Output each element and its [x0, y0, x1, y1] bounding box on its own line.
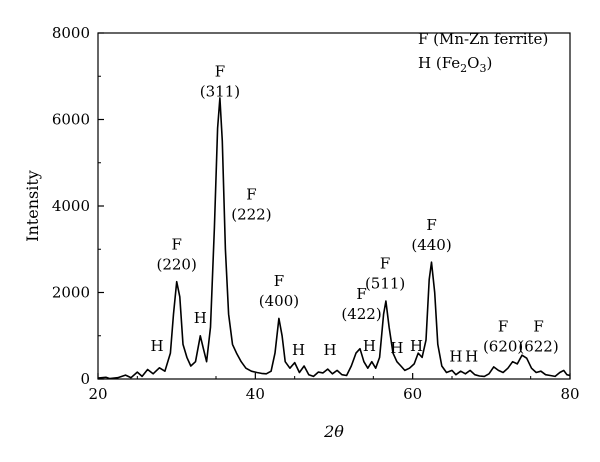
peak-label: H: [465, 348, 478, 366]
peak-annotations: HF(220)HF(311)F(222)F(400)H HF(422)HF(511…: [150, 62, 558, 365]
peak-phase-label: F: [426, 216, 436, 234]
x-tick-label: 60: [403, 385, 422, 403]
peak-phase-label: F: [356, 285, 366, 303]
peak-phase-label: H: [292, 341, 305, 359]
y-tick-label: 6000: [52, 111, 90, 129]
plot-area: [97, 97, 571, 380]
x-tick-label: 40: [246, 385, 265, 403]
peak-phase-label: F: [171, 235, 181, 253]
peak-hkl-label: (311): [200, 82, 240, 100]
x-tick-label: 80: [560, 385, 579, 403]
series-line-0: [97, 97, 571, 380]
legend-entry-hematite: H (Fe2O3): [418, 54, 492, 75]
peak-label: H: [449, 348, 462, 366]
legend: F (Mn-Zn ferrite) H (Fe2O3): [418, 30, 548, 75]
peak-hkl-label: (220): [156, 255, 196, 273]
peak-label: H: [292, 341, 305, 359]
peak-phase-label: H: [194, 309, 207, 327]
y-axis-title: Intensity: [23, 170, 42, 242]
peak-phase-label: H: [363, 337, 376, 355]
peak-phase-label: H: [410, 337, 423, 355]
peak-label: F (440): [411, 216, 451, 254]
peak-hkl-label: (440): [411, 236, 451, 254]
peak-phase-label: H: [465, 348, 478, 366]
peak-hkl-label: (620): [483, 337, 523, 355]
peak-phase-label: F: [274, 272, 284, 290]
y-tick-label: 8000: [52, 24, 90, 42]
peak-phase-label: H: [150, 337, 163, 355]
peak-label: F (222): [231, 186, 271, 224]
peak-phase-label: F: [215, 62, 225, 80]
peak-phase-label: F: [498, 317, 508, 335]
peak-label: H: [150, 337, 163, 355]
peak-label: F (400): [259, 272, 299, 310]
peak-label: F (511): [365, 255, 405, 293]
y-tick-label: 4000: [52, 197, 90, 215]
peak-hkl-label: (622): [518, 337, 558, 355]
peak-phase-label: F: [246, 186, 256, 204]
peak-phase-label: F: [533, 317, 543, 335]
peak-label: H: [410, 337, 423, 355]
peak-label: H: [390, 339, 403, 357]
peak-phase-label: H: [324, 341, 337, 359]
y-tick-label: 2000: [52, 284, 90, 302]
peak-label: F (620): [483, 317, 523, 355]
peak-label: H: [194, 309, 207, 327]
peak-hkl-label: (400): [259, 292, 299, 310]
peak-phase-label: H: [390, 339, 403, 357]
y-tick-label: 0: [80, 370, 90, 388]
legend-entry-ferrite: F (Mn-Zn ferrite): [418, 30, 548, 48]
x-tick-label: 20: [88, 385, 107, 403]
peak-label: F (220): [156, 235, 196, 273]
axes: 20 40 60 80 0 2000 4000 6000 8000: [52, 24, 580, 403]
peak-label: H: [324, 341, 337, 359]
peak-hkl-label: (222): [231, 206, 271, 224]
x-axis-title: 2θ: [323, 422, 344, 441]
peak-phase-label: F: [380, 255, 390, 273]
peak-label: F (311): [200, 62, 240, 100]
peak-label: F (422): [341, 285, 381, 323]
peak-phase-label: H: [449, 348, 462, 366]
peak-label: H: [363, 337, 376, 355]
peak-label: F (622): [518, 317, 558, 355]
peak-hkl-label: (422): [341, 305, 381, 323]
peak-hkl-label: (511): [365, 275, 405, 293]
